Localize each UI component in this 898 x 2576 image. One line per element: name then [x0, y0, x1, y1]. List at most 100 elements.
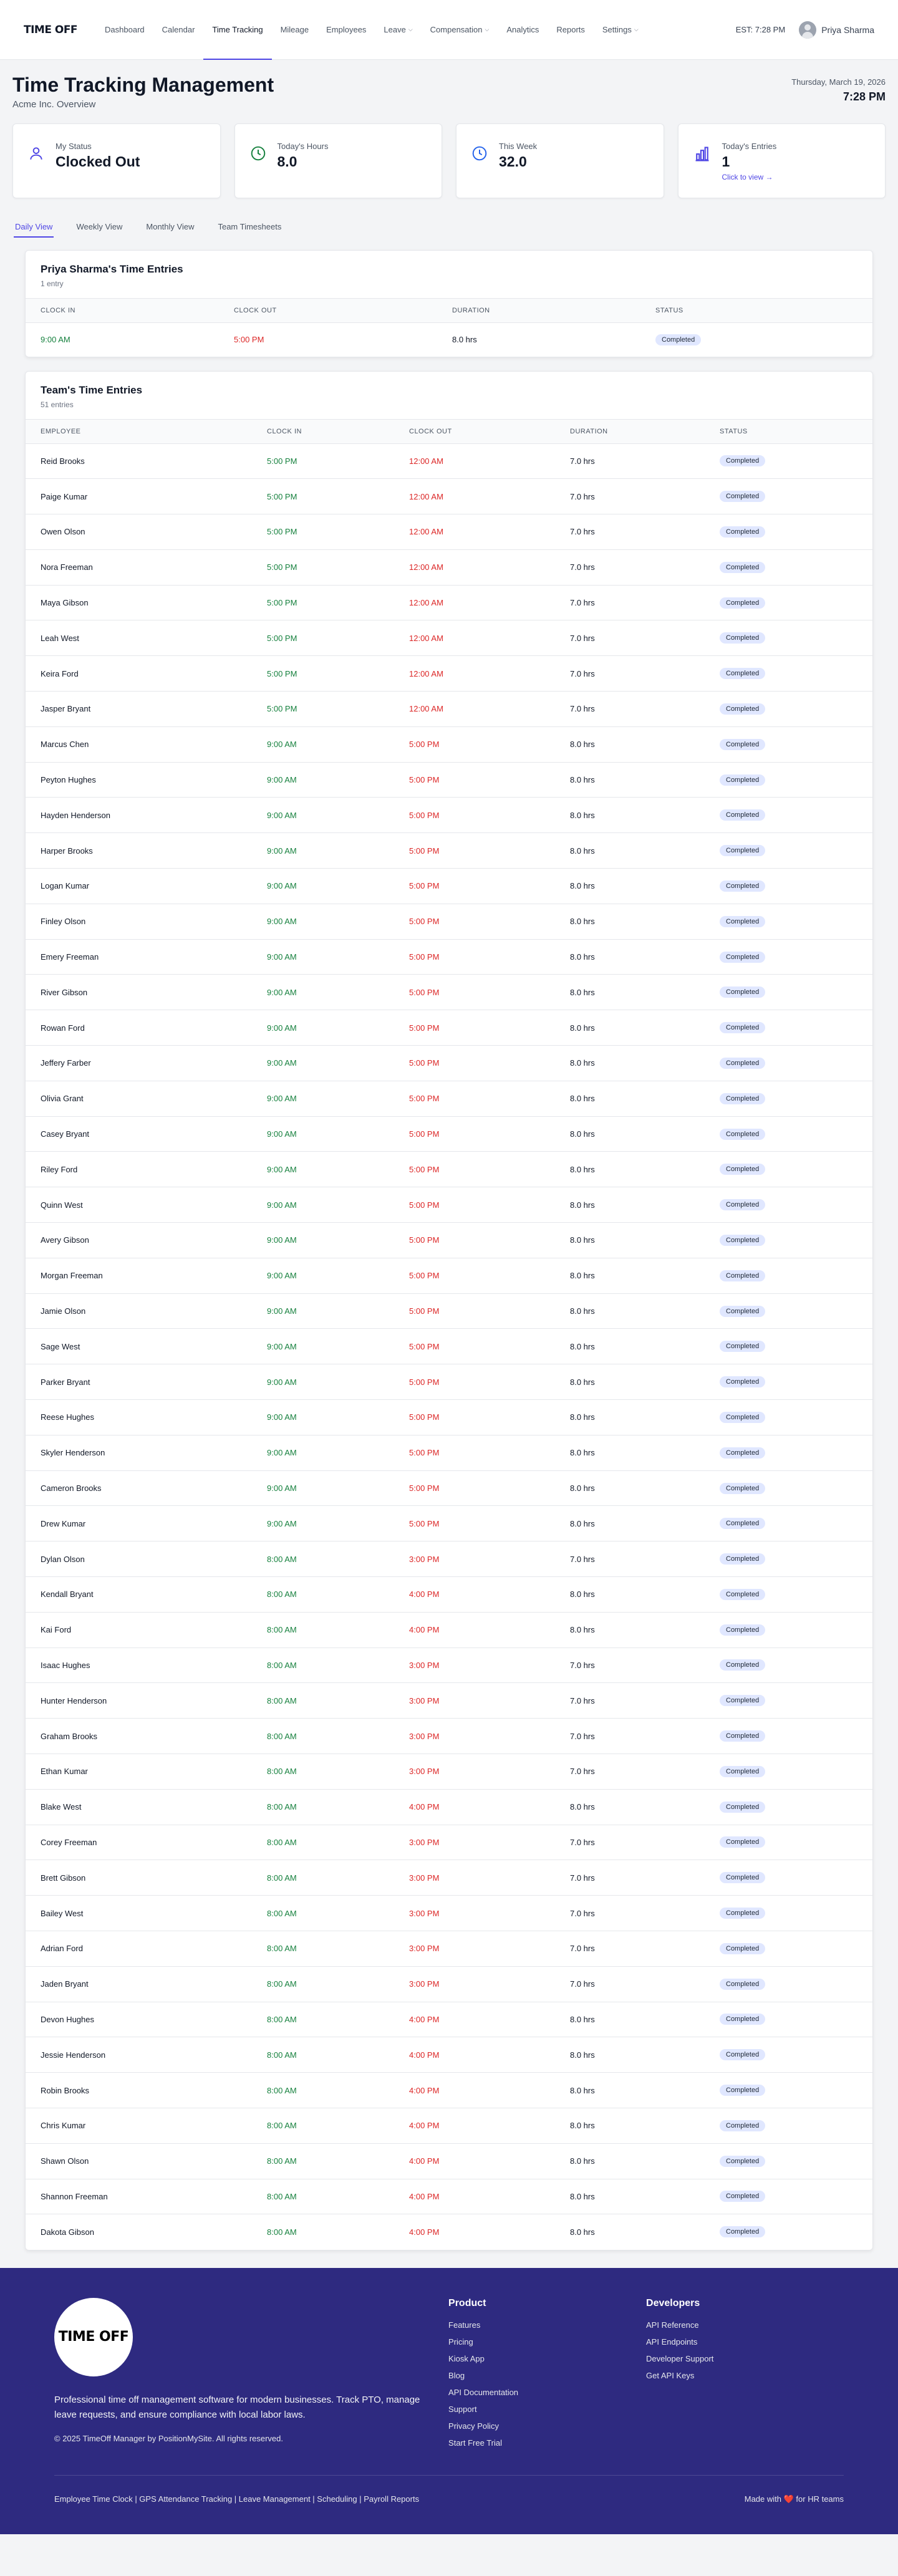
- footer-link-api-reference[interactable]: API Reference: [646, 2320, 699, 2330]
- stat-card-my-status: My Status Clocked Out: [12, 123, 221, 198]
- status-cell: Completed: [705, 868, 872, 904]
- duration: 8.0 hrs: [555, 1151, 705, 1188]
- stat-card-today-entries[interactable]: Today's Entries 1 Click to view →: [677, 123, 886, 198]
- status-badge: Completed: [720, 1553, 766, 1565]
- duration: 7.0 hrs: [555, 620, 705, 657]
- tab-team-timesheets[interactable]: Team Timesheets: [218, 222, 282, 231]
- footer-link-developer-support[interactable]: Developer Support: [646, 2353, 714, 2363]
- employee-name: Jamie Olson: [26, 1293, 252, 1329]
- footer-developers-column: Developers API Reference API Endpoints Dev…: [646, 2298, 844, 2455]
- duration: 7.0 hrs: [555, 1754, 705, 1790]
- footer-link-api-documentation[interactable]: API Documentation: [448, 2387, 519, 2397]
- panel-title: Priya Sharma's Time Entries: [41, 263, 183, 275]
- brand-logo[interactable]: TIME OFF: [24, 23, 78, 36]
- nav-item-reports[interactable]: Reports: [548, 0, 594, 60]
- clock-in-time: 8:00 AM: [252, 1825, 394, 1861]
- table-row: Cameron Brooks 9:00 AM 5:00 PM 8.0 hrs Compl…: [26, 1470, 872, 1507]
- clock-in-time: 9:00 AM: [252, 974, 394, 1011]
- nav-item-label: Mileage: [280, 25, 309, 34]
- table-row: Hunter Henderson 8:00 AM 3:00 PM 7.0 hrs Com…: [26, 1682, 872, 1719]
- tab-weekly-view[interactable]: Weekly View: [76, 222, 123, 231]
- nav-item-settings[interactable]: Settings ⌵: [594, 0, 647, 60]
- tab-daily-view[interactable]: Daily View: [13, 222, 54, 238]
- chevron-down-icon: ⌵: [485, 26, 490, 32]
- clock-out-time: 5:00 PM: [394, 1081, 555, 1117]
- column-header: DURATION: [555, 418, 705, 444]
- footer-copyright: © 2025 TimeOff Manager by PositionMySite…: [54, 2433, 284, 2443]
- clock-out-time: 3:00 PM: [394, 1754, 555, 1790]
- status-cell: Completed: [705, 1081, 872, 1117]
- clock-in-time: 9:00 AM: [252, 797, 394, 834]
- current-time: 7:28 PM: [842, 90, 886, 103]
- nav-item-time-tracking[interactable]: Time Tracking: [203, 0, 272, 60]
- status-cell: Completed: [705, 1399, 872, 1435]
- duration: 8.0 hrs: [555, 726, 705, 763]
- table-row: River Gibson 9:00 AM 5:00 PM 8.0 hrs Complet…: [26, 974, 872, 1011]
- my-entries-table: CLOCK IN CLOCK OUT DURATION STATUS 9:00 AM 5…: [26, 298, 872, 357]
- employee-name: Finley Olson: [26, 904, 252, 940]
- table-row: Reese Hughes 9:00 AM 5:00 PM 8.0 hrs Complet…: [26, 1399, 872, 1435]
- nav-item-analytics[interactable]: Analytics: [498, 0, 548, 60]
- footer-link-start-free-trial[interactable]: Start Free Trial: [448, 2438, 502, 2448]
- employee-name: Skyler Henderson: [26, 1435, 252, 1471]
- employee-name: Hunter Henderson: [26, 1682, 252, 1719]
- footer-link-support[interactable]: Support: [448, 2404, 477, 2414]
- status-badge: Completed: [720, 1978, 766, 1990]
- clock-out-time: 5:00 PM: [234, 335, 264, 345]
- clock-out-time: 5:00 PM: [394, 939, 555, 975]
- click-to-view-link[interactable]: Click to view →: [722, 173, 773, 181]
- footer-link-kiosk-app[interactable]: Kiosk App: [448, 2353, 485, 2363]
- footer-link-pricing[interactable]: Pricing: [448, 2337, 473, 2347]
- table-row: Nora Freeman 5:00 PM 12:00 AM 7.0 hrs Comple…: [26, 549, 872, 586]
- status-badge: Completed: [720, 1057, 766, 1069]
- clock-out-time: 4:00 PM: [394, 2002, 555, 2038]
- clock-in-time: 8:00 AM: [252, 1931, 394, 1967]
- employee-name: Jessie Henderson: [26, 2037, 252, 2073]
- duration: 7.0 hrs: [555, 514, 705, 550]
- clock-out-time: 3:00 PM: [394, 1825, 555, 1861]
- employee-name: Robin Brooks: [26, 2072, 252, 2108]
- employee-name: Marcus Chen: [26, 726, 252, 763]
- nav-item-dashboard[interactable]: Dashboard: [96, 0, 153, 60]
- table-row: Adrian Ford 8:00 AM 3:00 PM 7.0 hrs Complete…: [26, 1931, 872, 1967]
- status-cell: Completed: [705, 1470, 872, 1507]
- footer-link-features[interactable]: Features: [448, 2320, 481, 2330]
- nav-item-compensation[interactable]: Compensation ⌵: [422, 0, 498, 60]
- footer-link-privacy-policy[interactable]: Privacy Policy: [448, 2421, 499, 2431]
- nav-item-label: Settings: [602, 25, 632, 34]
- clock-in-time: 9:00 AM: [252, 1187, 394, 1223]
- employee-name: Bailey West: [26, 1895, 252, 1931]
- footer-feature-links[interactable]: Employee Time Clock | GPS Attendance Tra…: [54, 2494, 420, 2504]
- footer-link-get-api-keys[interactable]: Get API Keys: [646, 2370, 695, 2380]
- footer-link-blog[interactable]: Blog: [448, 2370, 465, 2380]
- status-cell: Completed: [705, 655, 872, 692]
- user-menu[interactable]: Priya Sharma: [799, 21, 874, 39]
- nav-item-calendar[interactable]: Calendar: [153, 0, 204, 60]
- stat-cards: My Status Clocked Out Today's Hours 8.0 …: [0, 110, 898, 198]
- made-with-suffix: for HR teams: [796, 2494, 844, 2504]
- status-cell: Completed: [705, 974, 872, 1011]
- clock-in-time: 9:00 AM: [252, 1045, 394, 1081]
- nav-item-leave[interactable]: Leave ⌵: [375, 0, 421, 60]
- footer-logo[interactable]: TIME OFF: [54, 2297, 133, 2376]
- clock-in-time: 5:00 PM: [252, 443, 394, 480]
- nav-item-employees[interactable]: Employees: [317, 0, 375, 60]
- duration: 8.0 hrs: [555, 2037, 705, 2073]
- employee-name: Owen Olson: [26, 514, 252, 550]
- employee-name: Ethan Kumar: [26, 1754, 252, 1790]
- table-row: Rowan Ford 9:00 AM 5:00 PM 8.0 hrs Completed: [26, 1010, 872, 1046]
- duration: 8.0 hrs: [555, 1045, 705, 1081]
- employee-name: Dakota Gibson: [41, 2227, 94, 2237]
- table-row: Bailey West 8:00 AM 3:00 PM 7.0 hrs Complete…: [26, 1895, 872, 1931]
- table-row: Shannon Freeman 8:00 AM 4:00 PM 8.0 hrs Comp…: [26, 2179, 872, 2215]
- clock-out-time: 5:00 PM: [394, 1399, 555, 1435]
- chevron-down-icon: ⌵: [408, 26, 413, 32]
- footer-link-api-endpoints[interactable]: API Endpoints: [646, 2337, 698, 2347]
- status-badge: Completed: [720, 738, 766, 750]
- employee-name: Corey Freeman: [26, 1825, 252, 1861]
- tab-monthly-view[interactable]: Monthly View: [146, 222, 195, 231]
- table-row: Jessie Henderson 8:00 AM 4:00 PM 8.0 hrs Com…: [26, 2037, 872, 2073]
- nav-item-mileage[interactable]: Mileage: [272, 0, 318, 60]
- status-badge: Completed: [720, 2014, 766, 2025]
- employee-name: Maya Gibson: [26, 585, 252, 621]
